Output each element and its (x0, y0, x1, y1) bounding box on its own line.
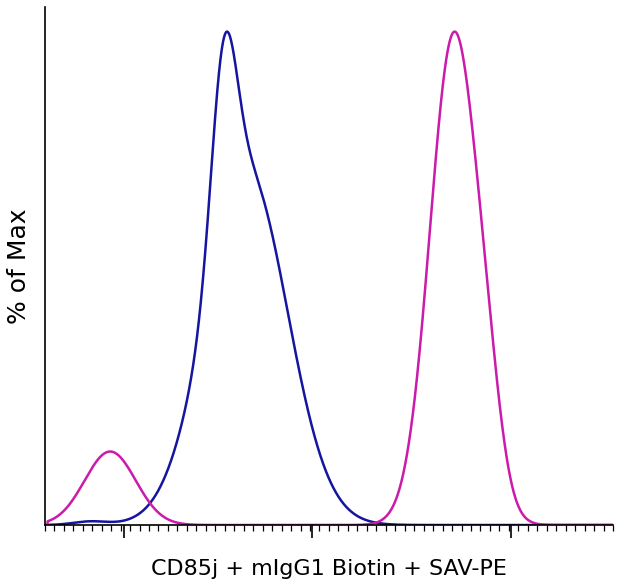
X-axis label: CD85j + mIgG1 Biotin + SAV-PE: CD85j + mIgG1 Biotin + SAV-PE (151, 559, 507, 579)
Y-axis label: % of Max: % of Max (7, 208, 31, 323)
